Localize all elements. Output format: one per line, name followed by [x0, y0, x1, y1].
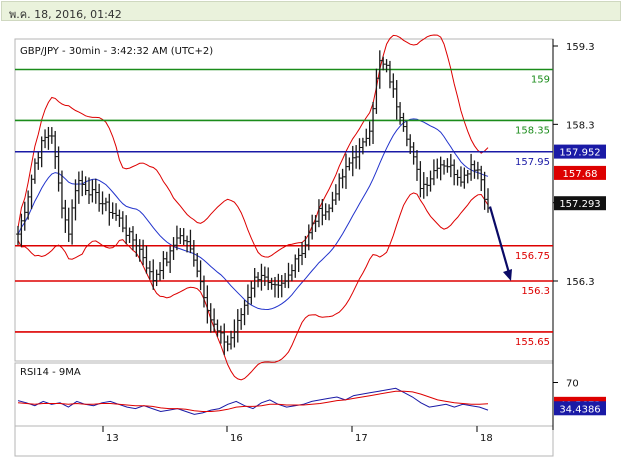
price-badge	[554, 165, 606, 180]
price-bars	[16, 50, 490, 355]
rsi-ma-line	[17, 390, 489, 412]
rsi-badge-label: 34.4386	[559, 404, 600, 415]
main-plot-area	[14, 38, 554, 362]
rsi-title: RSI14 - 9MA	[20, 367, 81, 378]
rsi-line	[17, 387, 489, 415]
arrow-head	[503, 269, 512, 281]
level-label: 156.75	[515, 251, 550, 262]
time-tick-label: 13	[106, 433, 119, 444]
price-badge-label: 157.68	[563, 169, 598, 180]
price-badge	[554, 196, 606, 211]
timestamp: พ.ค. 18, 2016, 01:42	[9, 8, 122, 21]
price-tick-label: 156.3	[566, 277, 595, 288]
rsi-lines	[17, 387, 489, 415]
forecast-arrow	[488, 206, 512, 281]
level-label: 158.35	[515, 125, 550, 136]
level-label: 156.3	[521, 286, 550, 297]
rsi-badge	[554, 401, 606, 416]
timestamp-bar: พ.ค. 18, 2016, 01:42	[1, 1, 621, 21]
price-badge-label: 157.293	[559, 199, 600, 210]
axes: 159.3158.3157.3156.3157.952157.68157.293…	[102, 42, 606, 444]
price-badge-label: 157.952	[559, 148, 600, 159]
chart-title: GBP/JPY - 30min - 3:42:32 AM (UTC+2)	[20, 46, 213, 57]
level-lines: 159 158.35 157.95 156.75 156.3 155.65	[15, 68, 553, 348]
level-label: 157.95	[515, 157, 550, 168]
time-tick-label: 16	[230, 433, 243, 444]
rsi-plot-area	[14, 362, 554, 427]
arrow-shaft	[488, 206, 511, 274]
lower-band	[17, 192, 489, 381]
time-tick-label: 17	[355, 433, 368, 444]
level-label: 155.65	[515, 337, 550, 348]
time-tick-label: 18	[480, 433, 493, 444]
price-tick-label: 158.3	[566, 120, 595, 131]
price-badge	[554, 144, 606, 159]
time-axis-area	[14, 425, 554, 457]
price-tick-label: 159.3	[566, 42, 595, 53]
upper-band	[17, 34, 489, 258]
bollinger-bands	[17, 34, 489, 381]
rsi-tick-label: 70	[566, 379, 579, 390]
level-label: 159	[531, 75, 550, 86]
